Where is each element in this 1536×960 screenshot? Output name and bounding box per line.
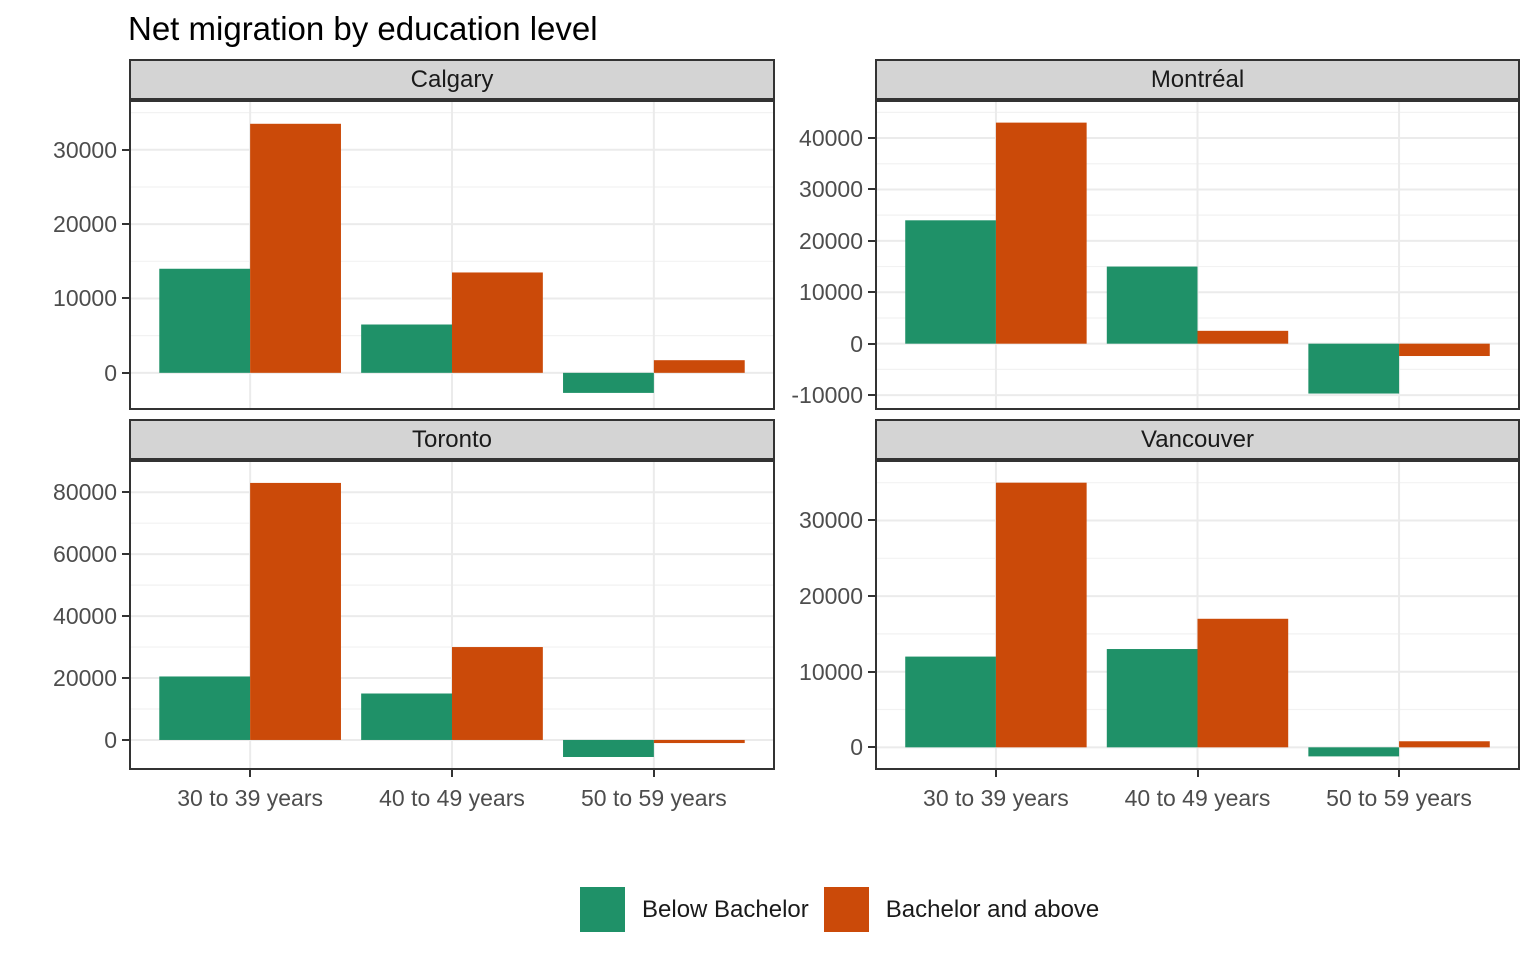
y-tick-mark [868,595,875,598]
y-tick-mark [122,491,129,494]
y-tick-label: 30000 [799,507,863,534]
y-tick-label: 10000 [799,658,863,685]
y-tick-label: 10000 [799,279,863,306]
facet-strip-calgary: Calgary [129,59,775,100]
x-tick-label: 30 to 39 years [923,785,1069,811]
y-tick-mark [868,519,875,522]
facet-plot-montreal [875,100,1520,410]
facet-plot-calgary [129,100,775,410]
x-tick-label: 30 to 39 years [177,785,323,811]
y-tick-mark [122,553,129,556]
y-tick-mark [122,223,129,226]
y-tick-mark [868,188,875,191]
x-tick-label: 50 to 59 years [1326,785,1472,811]
legend-label: Below Bachelor [642,895,809,923]
x-tick-mark [1196,770,1199,777]
y-tick-mark [868,291,875,294]
y-tick-label: 0 [104,359,117,386]
facet-strip-vancouver: Vancouver [875,419,1520,460]
legend-item-below-bachelor: Below Bachelor [580,887,809,932]
facet-plot-vancouver [875,460,1520,770]
y-tick-mark [122,738,129,741]
x-tick-label: 40 to 49 years [1124,785,1271,811]
y-tick-label: 0 [850,330,863,357]
facet-strip-label: Vancouver [1141,425,1254,453]
y-tick-mark [868,670,875,673]
y-tick-mark [122,371,129,374]
facet-strip-label: Calgary [410,65,494,93]
y-tick-label: 20000 [799,227,863,254]
x-tick-label: 50 to 59 years [580,785,727,811]
legend: Below Bachelor Bachelor and above [580,887,1099,932]
facet-strip-label: Toronto [411,425,493,453]
x-tick-mark [451,770,453,777]
y-tick-label: 80000 [53,479,117,506]
facet-strip-montreal: Montréal [875,59,1520,100]
chart-title: Net migration by education level [128,10,598,47]
facet-strip-label: Montréal [1150,65,1245,93]
y-tick-label: 60000 [53,541,117,568]
x-tick-label: 40 to 49 years [379,785,525,811]
y-tick-mark [122,615,129,618]
x-tick-mark [249,770,252,777]
facet-plot-toronto [129,460,775,770]
y-tick-label: 40000 [799,125,863,152]
y-tick-mark [868,239,875,242]
y-tick-label: 30000 [53,136,117,163]
y-tick-mark [868,137,875,140]
y-tick-mark [868,394,875,397]
x-tick-mark [1398,770,1401,777]
y-tick-label: 10000 [53,285,117,312]
x-tick-mark [994,770,997,777]
legend-swatch-bachelor-and-above [823,887,869,932]
legend-swatch-below-bachelor [580,887,625,932]
y-tick-mark [122,677,129,680]
y-tick-label: -10000 [791,382,863,409]
y-tick-mark [122,148,129,151]
y-tick-mark [868,342,875,345]
legend-label: Bachelor and above [885,895,1100,923]
y-tick-mark [868,746,875,749]
y-tick-label: 20000 [53,665,117,692]
y-tick-label: 40000 [53,603,117,630]
y-tick-label: 0 [104,726,117,753]
x-tick-mark [652,770,655,777]
y-tick-label: 20000 [799,583,863,610]
legend-item-bachelor-and-above: Bachelor and above [823,887,1100,932]
y-tick-label: 20000 [53,211,117,238]
y-tick-label: 0 [850,734,863,761]
y-tick-label: 30000 [799,176,863,203]
y-tick-mark [122,297,129,300]
facet-strip-toronto: Toronto [129,419,775,460]
